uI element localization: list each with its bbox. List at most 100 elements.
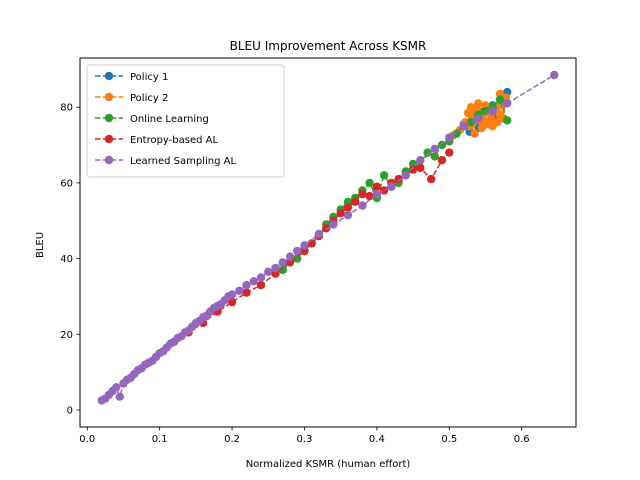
- plot-series: [97, 70, 559, 405]
- data-point: [278, 265, 287, 275]
- data-point: [495, 110, 505, 120]
- data-point: [264, 267, 273, 276]
- y-tick-label: 40: [60, 254, 73, 265]
- chart-title: BLEU Improvement Across KSMR: [230, 39, 427, 53]
- data-point: [235, 286, 244, 295]
- x-tick-label: 0.5: [441, 434, 457, 445]
- data-point: [466, 118, 476, 127]
- data-point: [401, 171, 410, 180]
- data-point: [379, 171, 389, 180]
- legend-item-policy-1: Policy 1: [95, 71, 168, 83]
- data-point: [358, 190, 367, 199]
- data-point: [423, 148, 432, 157]
- data-point: [271, 263, 280, 273]
- legend-label: Entropy-based AL: [130, 135, 218, 146]
- legend-marker: [104, 113, 114, 123]
- data-point: [503, 99, 512, 108]
- x-tick-label: 0.4: [369, 434, 385, 445]
- data-point: [249, 277, 258, 286]
- data-point: [343, 210, 353, 220]
- x-tick-label: 0.3: [297, 434, 313, 445]
- data-point: [293, 246, 302, 256]
- data-point: [256, 273, 266, 282]
- data-point: [437, 140, 447, 150]
- legend-marker: [104, 92, 114, 102]
- legend-label: Policy 2: [130, 93, 168, 104]
- data-point: [495, 95, 505, 104]
- legend-box: [86, 64, 285, 178]
- y-axis: 0 20 40 60 80: [60, 103, 80, 416]
- data-point: [394, 174, 403, 184]
- y-tick-label: 60: [60, 178, 73, 189]
- data-point: [242, 280, 251, 290]
- data-point: [416, 156, 425, 165]
- y-tick-label: 20: [60, 330, 73, 341]
- data-point: [459, 121, 468, 131]
- data-point: [477, 123, 487, 133]
- x-axis-title: Normalized KSMR (human effort): [246, 459, 411, 470]
- x-tick-label: 0.6: [514, 434, 530, 445]
- data-point: [242, 288, 251, 297]
- data-point: [358, 201, 367, 210]
- data-point: [351, 197, 360, 206]
- data-point: [372, 190, 382, 199]
- data-point: [322, 224, 331, 233]
- data-point: [307, 239, 316, 248]
- data-point: [488, 106, 497, 116]
- data-point: [452, 129, 461, 138]
- data-point: [365, 191, 374, 201]
- data-point: [329, 220, 338, 229]
- legend-item-learned-sampling-al: Learned Sampling AL: [95, 155, 236, 167]
- data-point: [416, 163, 425, 172]
- y-axis-title: BLEU: [35, 232, 46, 258]
- data-point: [430, 152, 439, 161]
- legend-marker: [104, 134, 114, 144]
- data-point: [227, 290, 237, 299]
- data-point: [470, 129, 479, 138]
- legend-marker: [104, 71, 114, 81]
- data-point: [445, 133, 454, 142]
- x-axis: 0.0 0.1 0.2 0.3 0.4 0.5 0.6: [79, 427, 530, 445]
- data-point: [343, 203, 353, 212]
- data-point: [372, 182, 382, 191]
- legend-marker: [104, 155, 114, 165]
- data-point: [379, 186, 389, 195]
- data-point: [488, 121, 497, 131]
- data-point: [474, 114, 483, 123]
- data-point: [474, 99, 483, 108]
- y-tick-label: 0: [67, 405, 73, 416]
- data-point: [408, 165, 418, 174]
- data-point: [314, 229, 324, 239]
- data-point: [365, 178, 374, 188]
- data-point: [115, 392, 125, 401]
- data-point: [437, 156, 447, 165]
- plot-frame: [79, 57, 577, 428]
- x-tick-label: 0.0: [79, 434, 95, 445]
- legend-label: Learned Sampling AL: [130, 156, 236, 167]
- data-point: [293, 254, 302, 263]
- data-point: [300, 241, 309, 250]
- series-line-entropy-based-al: [173, 152, 450, 343]
- legend-item-entropy-based-al: Entropy-based AL: [95, 134, 218, 146]
- legend-label: Policy 1: [130, 72, 168, 83]
- legend-label: Online Learning: [130, 114, 209, 125]
- x-tick-label: 0.2: [224, 434, 240, 445]
- data-point: [445, 148, 454, 157]
- series-learned-sampling-al: [97, 70, 559, 405]
- data-point: [336, 209, 345, 218]
- legend: Policy 1 Policy 2 Online Learning Entropy-b…: [86, 64, 285, 178]
- data-point: [427, 174, 436, 184]
- data-point: [387, 182, 396, 191]
- data-point: [285, 252, 295, 261]
- data-point: [503, 116, 512, 125]
- data-point: [550, 70, 559, 80]
- data-point: [256, 280, 266, 290]
- data-point: [430, 144, 439, 153]
- data-point: [112, 383, 121, 392]
- data-point: [278, 258, 287, 267]
- legend-item-online-learning: Online Learning: [95, 113, 209, 125]
- y-tick-label: 80: [60, 103, 73, 114]
- x-tick-label: 0.1: [152, 434, 168, 445]
- legend-item-policy-2: Policy 2: [95, 92, 168, 104]
